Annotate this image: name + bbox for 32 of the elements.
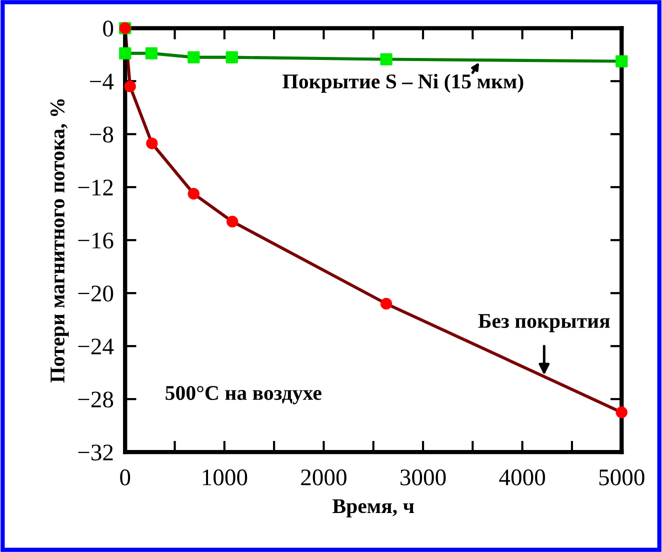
y-axis-title: Потери магнитного потока, %: [50, 99, 69, 383]
point: [119, 47, 132, 60]
x-tick-label: 4000: [499, 469, 546, 486]
y-tick-label: −28: [78, 392, 114, 408]
point: [616, 55, 628, 68]
point: [226, 51, 238, 64]
y-tick-label: 0: [103, 20, 114, 37]
y-tick-label: −24: [78, 338, 114, 354]
x-tick-label: 1000: [202, 469, 248, 486]
x-tick-label: 5000: [599, 469, 644, 486]
point: [616, 406, 628, 418]
point: [124, 80, 136, 92]
point: [380, 53, 392, 66]
point: [380, 298, 392, 310]
x-tick-label: 3000: [400, 469, 446, 486]
x-axis-title: Время, ч: [332, 499, 414, 518]
y-tick-label: −4: [90, 74, 114, 90]
annotation: Покрытие S – Ni (15 мкм): [282, 74, 524, 93]
x-tick-label: 0: [120, 469, 130, 486]
y-tick-label: −8: [90, 126, 114, 143]
x-tick-label: 2000: [301, 469, 346, 486]
point: [145, 47, 158, 60]
y-tick-label: −20: [78, 286, 114, 302]
y-tick-label: −16: [78, 232, 114, 249]
annotation: Без покрытия: [478, 314, 610, 332]
y-tick-label: −12: [78, 180, 113, 196]
point: [146, 138, 158, 150]
annotation: 500°C на воздухе: [166, 386, 322, 404]
point: [226, 216, 238, 228]
y-tick-label: −32: [78, 444, 113, 461]
point: [188, 51, 200, 64]
point: [188, 188, 200, 200]
